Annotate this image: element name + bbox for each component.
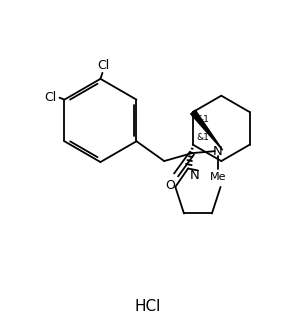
Text: Me: Me [209,172,226,182]
Text: HCl: HCl [135,299,161,314]
Text: O: O [165,179,175,192]
Text: &1: &1 [196,133,209,142]
Text: Cl: Cl [44,91,56,104]
Text: N: N [190,170,200,183]
Text: &1: &1 [196,115,209,124]
Text: Cl: Cl [97,59,109,72]
Polygon shape [191,110,223,150]
Text: N: N [213,145,223,158]
